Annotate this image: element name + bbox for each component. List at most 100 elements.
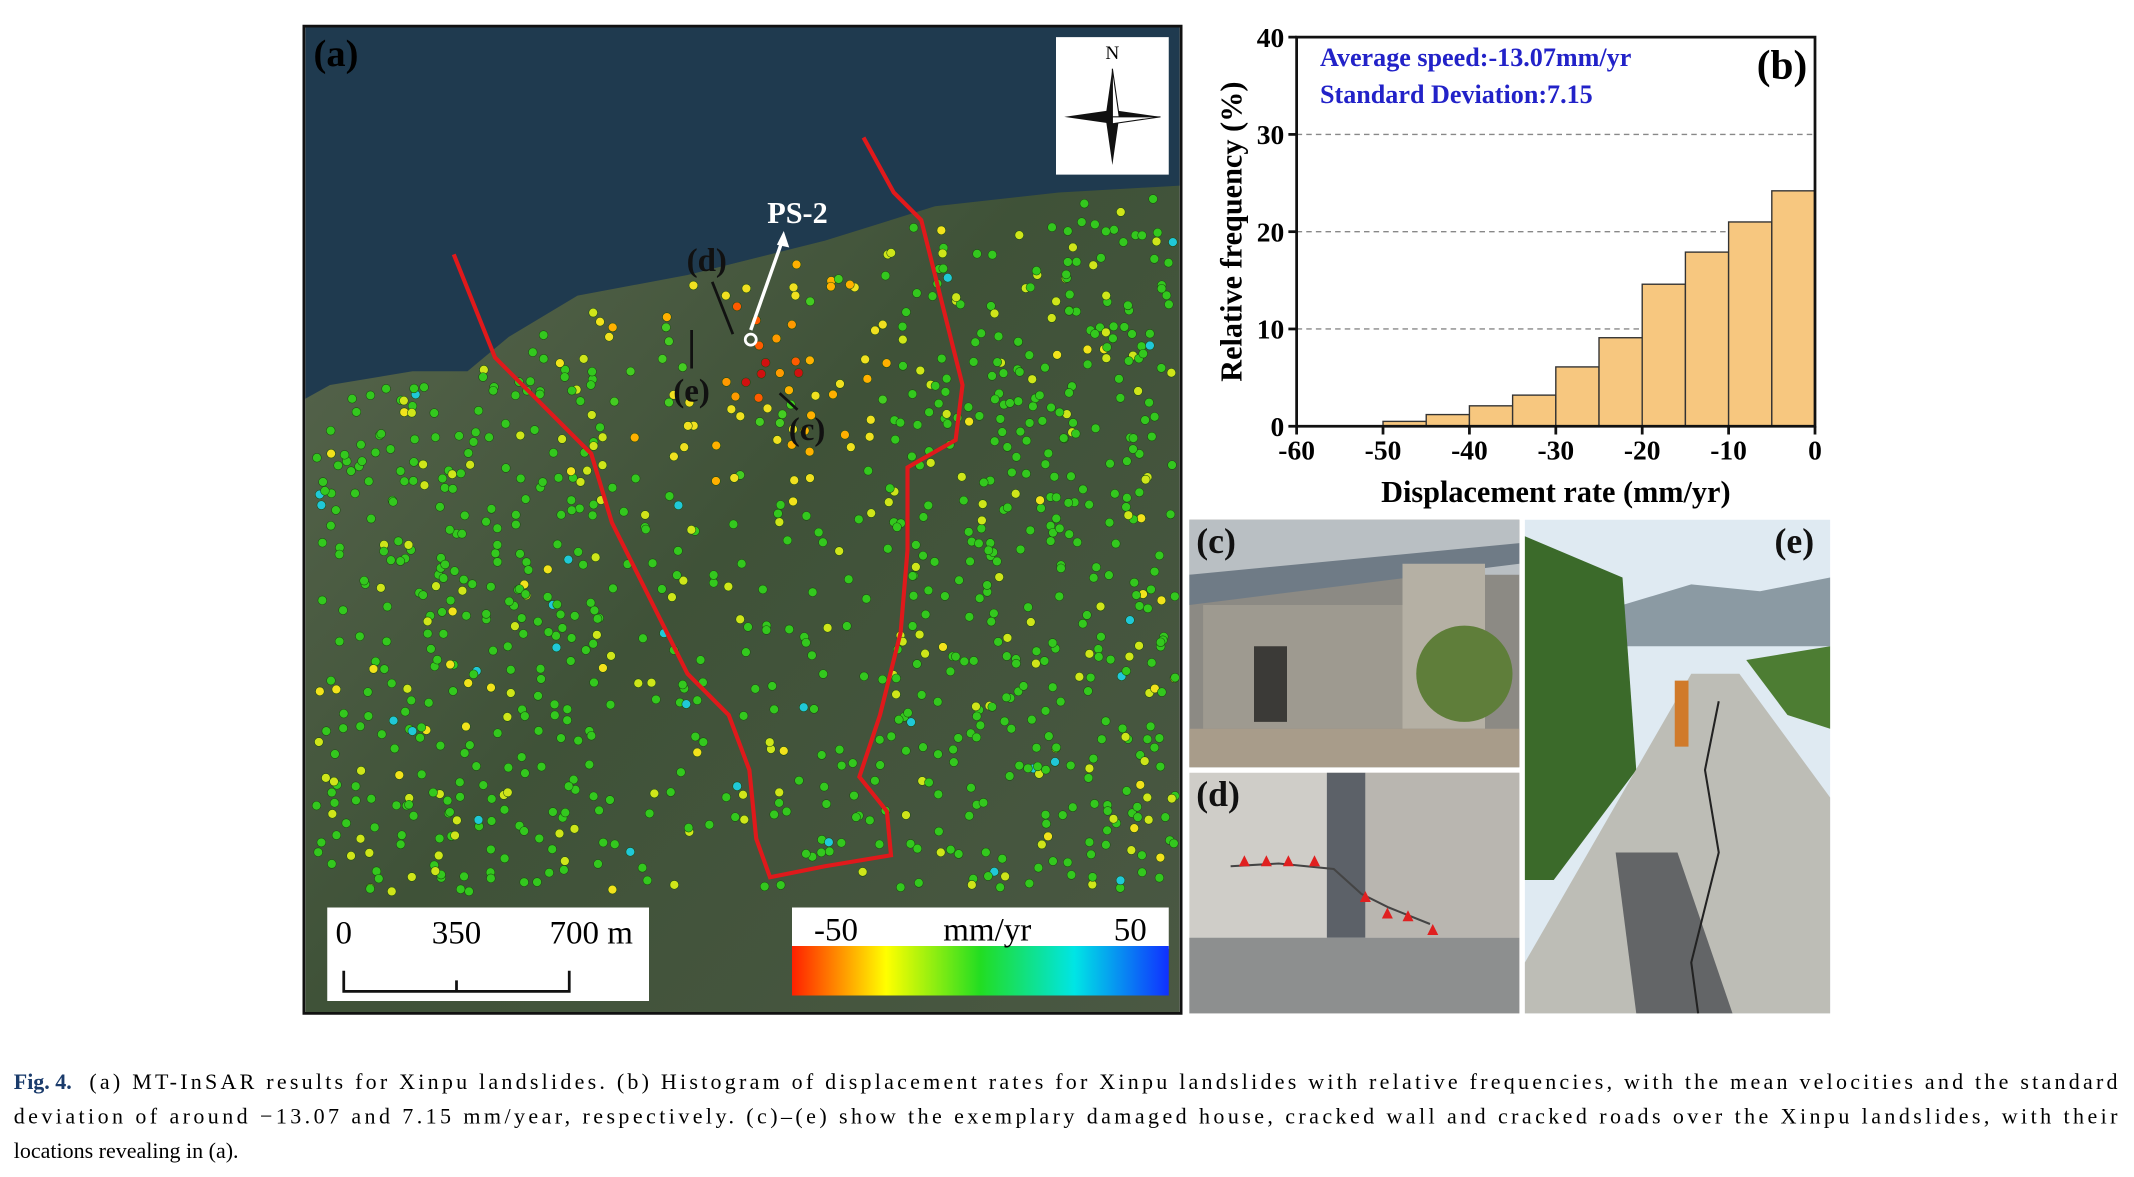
insar-point [379, 664, 389, 674]
photo-c: (c) [1189, 519, 1520, 768]
insar-point [386, 555, 396, 565]
insar-point [1155, 637, 1166, 647]
insar-point [606, 651, 616, 661]
insar-point [1132, 802, 1142, 812]
insar-point [835, 379, 845, 389]
insar-point [721, 290, 731, 301]
insar-point [329, 776, 339, 787]
insar-point [965, 556, 975, 567]
insar-point [376, 429, 386, 439]
insar-point [771, 333, 782, 344]
insar-point [510, 390, 521, 400]
insar-point [845, 279, 855, 290]
insar-point [609, 396, 620, 407]
insar-point [1117, 723, 1128, 734]
bar [1727, 221, 1773, 427]
insar-point [1144, 397, 1154, 408]
insar-point [1123, 300, 1133, 311]
insar-point [1134, 487, 1144, 498]
insar-point [982, 580, 992, 590]
insar-point [726, 404, 737, 414]
insar-point [457, 529, 467, 539]
insar-point [339, 450, 350, 460]
insar-point [638, 633, 648, 643]
insar-point [664, 336, 674, 346]
insar-point [1108, 333, 1118, 344]
insar-point [1040, 810, 1051, 820]
insar-point [883, 544, 893, 554]
insar-point [1079, 198, 1089, 209]
site-label: (e) [673, 374, 710, 410]
insar-point [452, 815, 462, 825]
insar-point [1021, 469, 1031, 479]
insar-point [828, 389, 838, 400]
insar-point [1101, 353, 1111, 363]
insar-point [1043, 448, 1053, 459]
y-tick-label: 10 [1257, 314, 1285, 345]
insar-point [347, 394, 357, 404]
insar-point [968, 357, 979, 367]
insar-point [499, 805, 510, 815]
insar-point [557, 623, 568, 633]
insar-point [564, 781, 574, 791]
insar-point [657, 354, 668, 364]
insar-point [1082, 359, 1093, 370]
insar-point [418, 459, 428, 470]
insar-point [801, 637, 811, 648]
insar-point [535, 389, 545, 400]
insar-point [1156, 363, 1166, 373]
y-tick-label: 40 [1257, 22, 1285, 53]
insar-point [1111, 538, 1121, 549]
insar-point [1005, 398, 1015, 408]
insar-point [598, 663, 608, 673]
insar-points [311, 194, 1180, 897]
insar-point [1039, 656, 1050, 666]
scale-label: 0 [336, 915, 353, 951]
insar-point [397, 830, 407, 840]
scale-label: 700 m [550, 915, 634, 951]
insar-point [338, 605, 348, 615]
insar-point [1078, 619, 1088, 629]
ps-arrowhead [776, 231, 790, 248]
insar-point [814, 527, 824, 538]
insar-point [1096, 632, 1106, 642]
insar-point [955, 299, 966, 310]
insar-point [1122, 493, 1132, 503]
insar-point [739, 814, 749, 825]
insar-point [651, 694, 661, 705]
insar-point [407, 408, 417, 418]
insar-point [878, 319, 888, 330]
insar-point [767, 681, 777, 691]
insar-point [1164, 299, 1174, 310]
insar-point [911, 562, 921, 572]
insar-point [945, 666, 956, 677]
insar-point [592, 630, 602, 640]
insar-point [762, 403, 773, 414]
bar [1425, 413, 1471, 427]
insar-point [661, 322, 671, 333]
insar-point [1014, 230, 1024, 240]
insar-point [986, 616, 996, 627]
bar [1771, 190, 1816, 427]
insar-point [721, 377, 732, 387]
insar-point [334, 549, 345, 560]
insar-point [730, 391, 741, 402]
insar-point [1104, 570, 1114, 580]
insar-point [588, 791, 599, 801]
ps-point [743, 332, 758, 347]
photo-d: (d) [1189, 772, 1520, 1014]
insar-point [365, 390, 376, 400]
insar-point [1126, 845, 1137, 855]
insar-point [560, 372, 570, 382]
insar-point [334, 636, 345, 647]
insar-point [481, 516, 491, 527]
insar-point [1015, 426, 1026, 437]
insar-point [1157, 687, 1167, 697]
insar-point [669, 880, 679, 890]
site-label: (c) [789, 412, 826, 448]
insar-point [409, 383, 419, 394]
insar-point [575, 477, 586, 487]
insar-point [1170, 591, 1180, 602]
insar-point [735, 614, 745, 624]
insar-point [1163, 258, 1174, 268]
